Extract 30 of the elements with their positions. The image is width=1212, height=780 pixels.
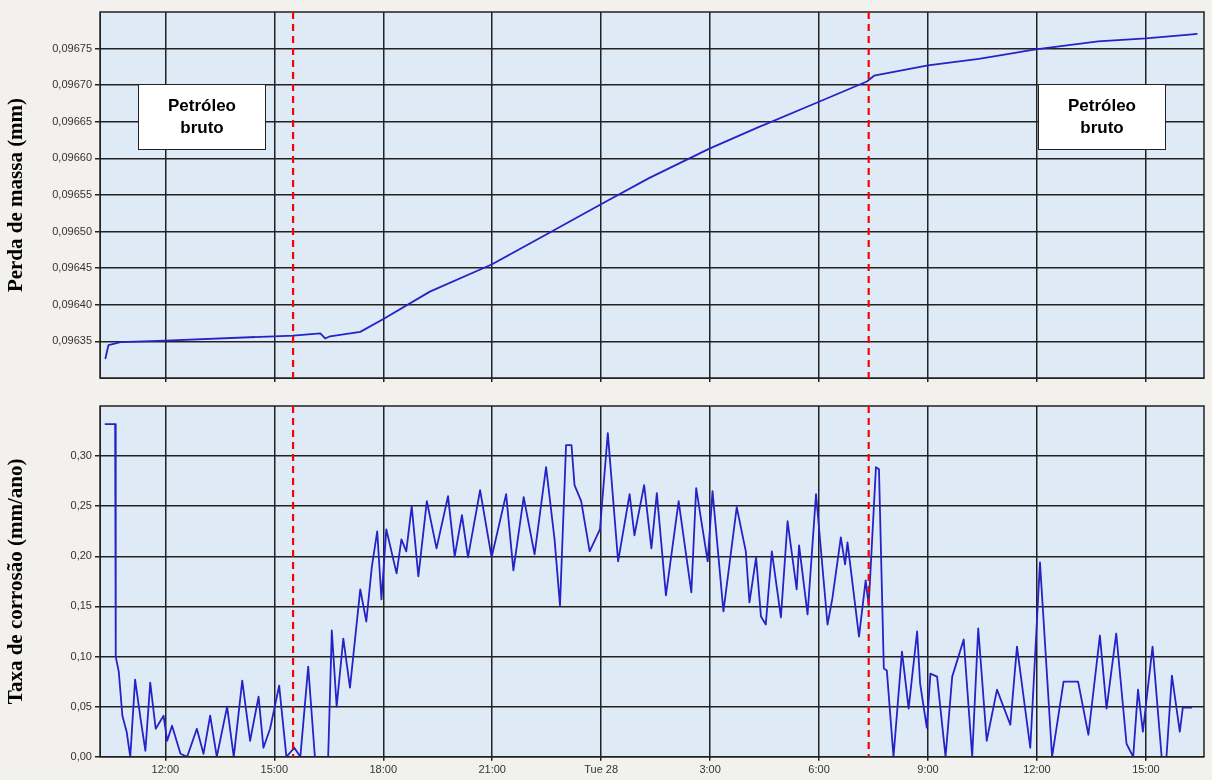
y-tick-label: 0,09660	[52, 151, 92, 164]
y-tick-label: 0,10	[70, 649, 92, 662]
y-axis-title: Perda de massa (mm)	[3, 97, 28, 293]
y-tick-label: 0,25	[70, 499, 92, 512]
y-tick-label: 0,09675	[52, 41, 92, 54]
y-tick-label: 0,09665	[52, 114, 92, 127]
y-tick-label: 0,30	[70, 449, 92, 462]
y-tick-label: 0,00	[70, 749, 92, 762]
y-tick-label: 0,15	[70, 599, 92, 612]
y-axis-title: Taxa de corrosão (mm/ano)	[3, 458, 28, 705]
x-tick-label: 18:00	[369, 763, 398, 776]
y-tick-label: 0,09670	[52, 78, 92, 91]
y-tick-label: 0,05	[70, 699, 92, 712]
y-tick-label: 0,09650	[52, 224, 92, 237]
x-tick-label: 12:00	[1023, 763, 1051, 776]
x-tick-label: 15:00	[1132, 763, 1160, 776]
y-tick-label: 0,09645	[52, 261, 92, 274]
note-box: Petróleo bruto	[1038, 84, 1166, 150]
x-tick-label: 21:00	[478, 763, 506, 776]
note-box: Petróleo bruto	[138, 84, 266, 150]
x-tick-label: 9:00	[917, 763, 939, 776]
x-tick-label: 3:00	[699, 763, 721, 776]
y-tick-label: 0,09635	[52, 334, 92, 347]
x-tick-label: 15:00	[260, 763, 289, 776]
y-tick-label: 0,09640	[52, 297, 92, 310]
x-tick-label: Tue 28	[584, 763, 619, 776]
x-tick-label: 6:00	[808, 763, 830, 776]
y-tick-label: 0,09655	[52, 188, 92, 201]
y-tick-label: 0,20	[70, 549, 92, 562]
x-tick-label: 12:00	[151, 763, 180, 776]
